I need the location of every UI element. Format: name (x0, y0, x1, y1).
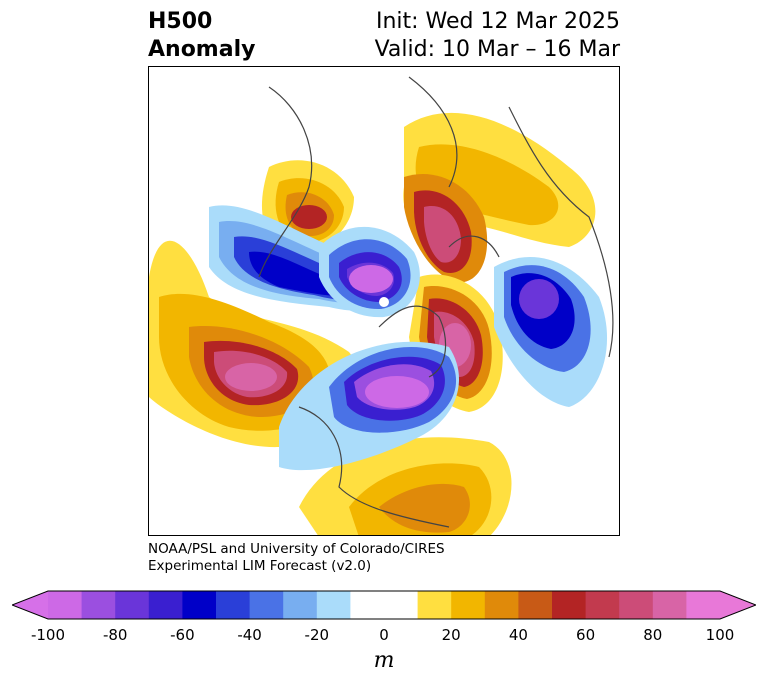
colorbar-outline (12, 590, 756, 620)
colorbar-high-extend (720, 591, 756, 619)
north-pole-marker (379, 297, 389, 307)
credit-line-model: Experimental LIM Forecast (v2.0) (148, 558, 372, 574)
colorbar-segment (350, 591, 385, 619)
colorbar-segment (316, 591, 351, 619)
colorbar-tick-label: -100 (30, 626, 66, 644)
colorbar-segment (216, 591, 251, 619)
colorbar-segment (451, 591, 486, 619)
colorbar-ticks: -100 -80 -60 -40 -20 0 20 40 60 80 100 (0, 626, 768, 646)
anomaly-negative-arctic (319, 226, 420, 318)
coastlines (258, 76, 614, 528)
colorbar-segment (115, 591, 150, 619)
colorbar-tick-label: -60 (170, 626, 195, 644)
colorbar-tick-label: -80 (102, 626, 128, 644)
data-credit: NOAA/PSL and University of Colorado/CIRE… (148, 541, 445, 575)
colorbar-tick-label: 0 (379, 626, 389, 644)
colorbar-segment (48, 591, 83, 619)
colorbar-segment (585, 591, 620, 619)
map-panel (148, 66, 620, 536)
title-line-variable: H500 (148, 9, 213, 34)
colorbar-segment (552, 591, 587, 619)
init-date: Init: Wed 12 Mar 2025 (375, 9, 620, 34)
colorbar-segment (384, 591, 419, 619)
anomaly-map (149, 76, 614, 535)
title-line-type: Anomaly (148, 37, 256, 62)
colorbar-tick-label: 80 (643, 626, 663, 644)
colorbar-tick-label: 20 (441, 626, 461, 644)
anomaly-negative-europe (494, 257, 608, 407)
colorbar (12, 590, 756, 620)
colorbar-tick-label: 100 (705, 626, 735, 644)
credit-line-org: NOAA/PSL and University of Colorado/CIRE… (148, 541, 445, 557)
colorbar-segment (182, 591, 217, 619)
colorbar-segment (518, 591, 553, 619)
colorbar-segment (81, 591, 116, 619)
colorbar-segment (148, 591, 183, 619)
colorbar-segment (417, 591, 452, 619)
colorbar-segment (686, 591, 721, 619)
colorbar-tick-label: 40 (508, 626, 528, 644)
colorbar-unit: m (373, 648, 395, 673)
map-dates: Init: Wed 12 Mar 2025 Valid: 10 Mar – 16… (375, 8, 620, 64)
colorbar-segment (249, 591, 284, 619)
colorbar-segment (619, 591, 654, 619)
colorbar-segment (283, 591, 318, 619)
anomaly-positive-arctic (403, 112, 596, 283)
colorbar-low-extend (12, 591, 48, 619)
valid-range: Valid: 10 Mar – 16 Mar (374, 37, 620, 62)
colorbar-segment (484, 591, 519, 619)
colorbar-tick-label: 60 (576, 626, 596, 644)
colorbar-tick-label: -20 (304, 626, 330, 644)
colorbar-segment (652, 591, 687, 619)
colorbar-tick-label: -40 (237, 626, 262, 644)
anomaly-negative-canada (279, 341, 459, 471)
map-title: H500 Anomaly (148, 8, 255, 64)
